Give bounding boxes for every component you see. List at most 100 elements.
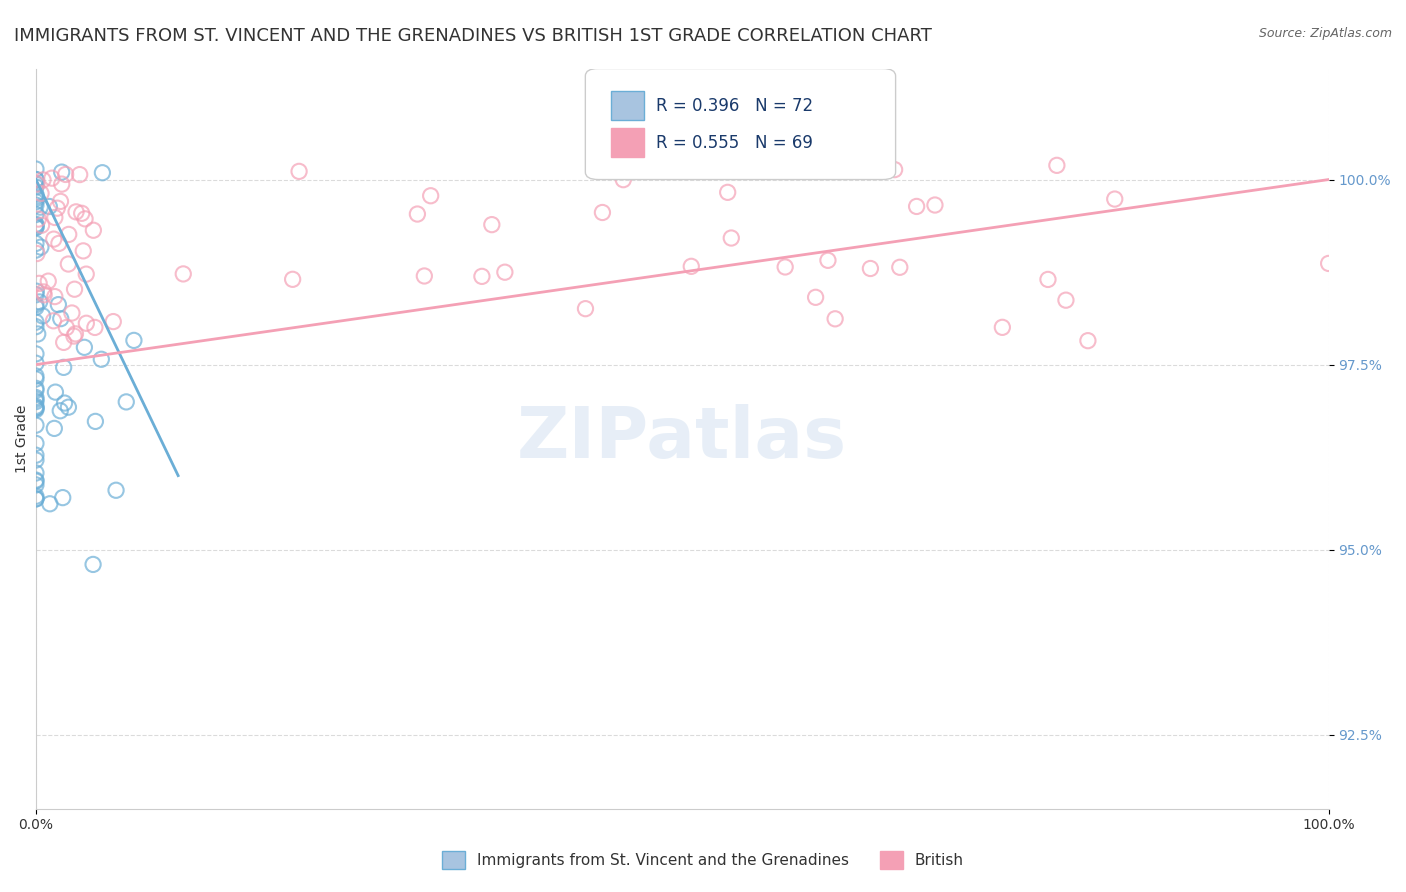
Point (30, 186, 52, 201)
Point (60, 306, 83, 320)
Point (25, 474, 48, 488)
Point (25, 400, 48, 414)
Point (25, 177, 48, 191)
Point (82, 558, 104, 572)
Point (25, 301, 48, 315)
Point (72, 244, 94, 258)
Point (38, 200, 60, 214)
Point (824, 311, 846, 326)
Point (52, 335, 75, 350)
Point (471, 269, 494, 284)
Point (991, 320, 1014, 334)
Point (63, 329, 86, 343)
Point (25, 372, 48, 386)
Point (25, 219, 48, 234)
Point (25, 187, 48, 202)
Point (25, 401, 48, 415)
Point (25, 489, 48, 503)
Point (41, 171, 63, 186)
Point (773, 260, 796, 274)
Point (75, 267, 97, 281)
Point (1054, 293, 1077, 308)
Point (25, 180, 48, 194)
Y-axis label: 1st Grade: 1st Grade (15, 404, 30, 473)
Point (25, 172, 48, 186)
Point (122, 334, 145, 348)
Point (1036, 272, 1059, 286)
Point (90, 352, 112, 367)
Point (25, 436, 48, 450)
Point (25, 394, 48, 409)
Point (25, 473, 48, 487)
Point (52, 360, 75, 375)
Point (30, 200, 52, 214)
Point (51, 165, 73, 179)
Point (25, 392, 48, 407)
Point (25, 208, 48, 222)
Point (25, 298, 48, 312)
Point (25, 478, 48, 492)
FancyBboxPatch shape (585, 69, 896, 179)
Point (58, 400, 80, 414)
Point (817, 253, 839, 268)
Point (32, 287, 55, 301)
Point (31, 219, 53, 233)
Point (31, 309, 53, 323)
Point (75, 316, 97, 330)
Point (25, 418, 48, 433)
Point (48, 236, 70, 251)
Point (83, 320, 105, 334)
Point (25, 177, 48, 191)
Point (720, 231, 742, 245)
Point (58, 227, 80, 242)
Point (1046, 158, 1069, 172)
Point (25, 189, 48, 203)
Point (25, 448, 48, 462)
Point (63, 282, 86, 296)
Point (717, 186, 740, 200)
Point (46, 201, 69, 215)
Point (25, 243, 48, 257)
Point (32, 285, 55, 299)
Point (65, 326, 87, 341)
Point (288, 164, 311, 178)
Point (25, 172, 48, 186)
Point (25, 287, 48, 301)
Point (25, 491, 48, 506)
Point (52, 491, 75, 505)
Point (924, 198, 946, 212)
Point (413, 268, 436, 283)
Point (55, 320, 77, 334)
Point (42, 314, 65, 328)
Point (27, 326, 49, 341)
Point (82, 223, 104, 237)
Point (32, 173, 55, 187)
FancyBboxPatch shape (612, 128, 644, 157)
Point (574, 301, 596, 316)
Point (905, 199, 928, 213)
Point (25, 284, 48, 298)
Point (58, 257, 80, 271)
Point (591, 205, 613, 219)
Point (84, 414, 107, 428)
Point (406, 207, 429, 221)
Point (25, 401, 48, 415)
Point (481, 218, 503, 232)
Point (889, 260, 911, 275)
Point (281, 272, 304, 286)
Point (25, 453, 48, 467)
Point (28, 295, 51, 310)
Point (49, 311, 72, 326)
Point (25, 491, 48, 506)
Point (681, 260, 703, 274)
Point (804, 290, 827, 304)
Point (25, 391, 48, 405)
Point (44, 421, 66, 435)
Point (25, 218, 48, 232)
Point (1104, 192, 1126, 206)
Point (612, 172, 634, 186)
Point (105, 483, 128, 498)
Point (25, 381, 48, 395)
Point (70, 206, 93, 220)
Point (28, 277, 51, 291)
